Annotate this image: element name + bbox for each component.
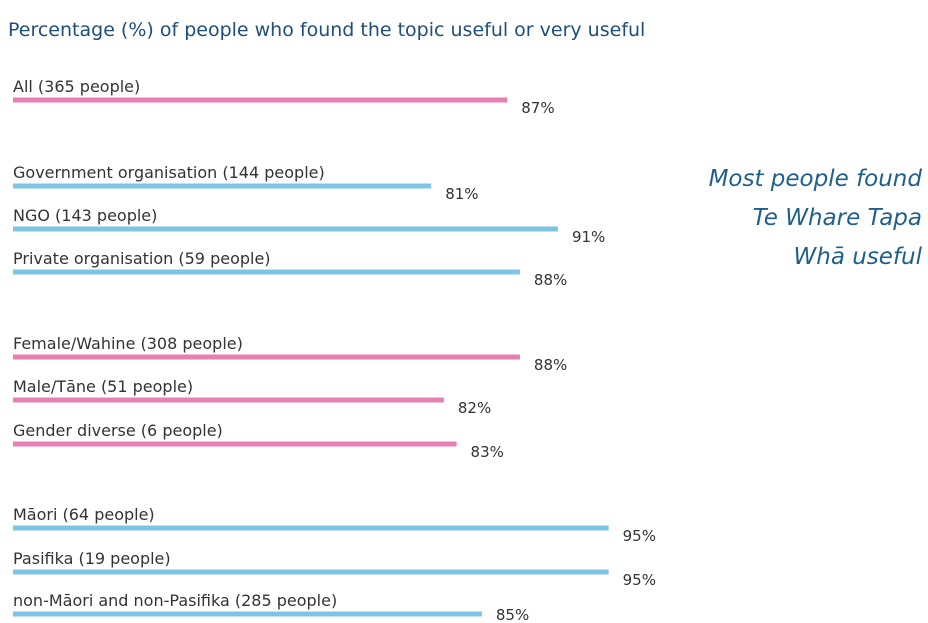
value-label: 83%	[471, 443, 504, 461]
bar	[13, 226, 558, 232]
value-label: 95%	[623, 571, 656, 589]
bar	[13, 97, 508, 103]
value-label: 82%	[458, 399, 491, 417]
value-label: 88%	[534, 271, 567, 289]
annotation: Te Whare Tapa	[753, 205, 922, 231]
bar-label: Māori (64 people)	[13, 505, 155, 524]
bar	[13, 569, 609, 575]
annotation: Most people found	[709, 166, 923, 192]
chart-title: Percentage (%) of people who found the t…	[8, 19, 645, 41]
value-label: 85%	[496, 606, 529, 623]
bar-label: NGO (143 people)	[13, 206, 157, 225]
bar	[13, 354, 520, 360]
bar-label: All (365 people)	[13, 77, 140, 96]
value-label: 95%	[623, 527, 656, 545]
bar-label: Pasifika (19 people)	[13, 549, 171, 568]
bar	[13, 441, 457, 447]
bar-label: Gender diverse (6 people)	[13, 421, 223, 440]
bar	[13, 525, 609, 531]
bar-label: Female/Wahine (308 people)	[13, 334, 243, 353]
value-label: 87%	[521, 99, 554, 117]
annotation: Whā useful	[794, 244, 923, 270]
value-label: 88%	[534, 356, 567, 374]
value-label: 81%	[445, 185, 478, 203]
bar	[13, 183, 432, 189]
bar-label: Male/Tāne (51 people)	[13, 377, 193, 396]
bar	[13, 397, 444, 403]
bar-label: non-Māori and non-Pasifika (285 people)	[13, 591, 337, 610]
bar	[13, 269, 520, 275]
bar	[13, 611, 482, 617]
value-label: 91%	[572, 228, 605, 246]
bar-label: Private organisation (59 people)	[13, 249, 271, 268]
bar-label: Government organisation (144 people)	[13, 163, 325, 182]
